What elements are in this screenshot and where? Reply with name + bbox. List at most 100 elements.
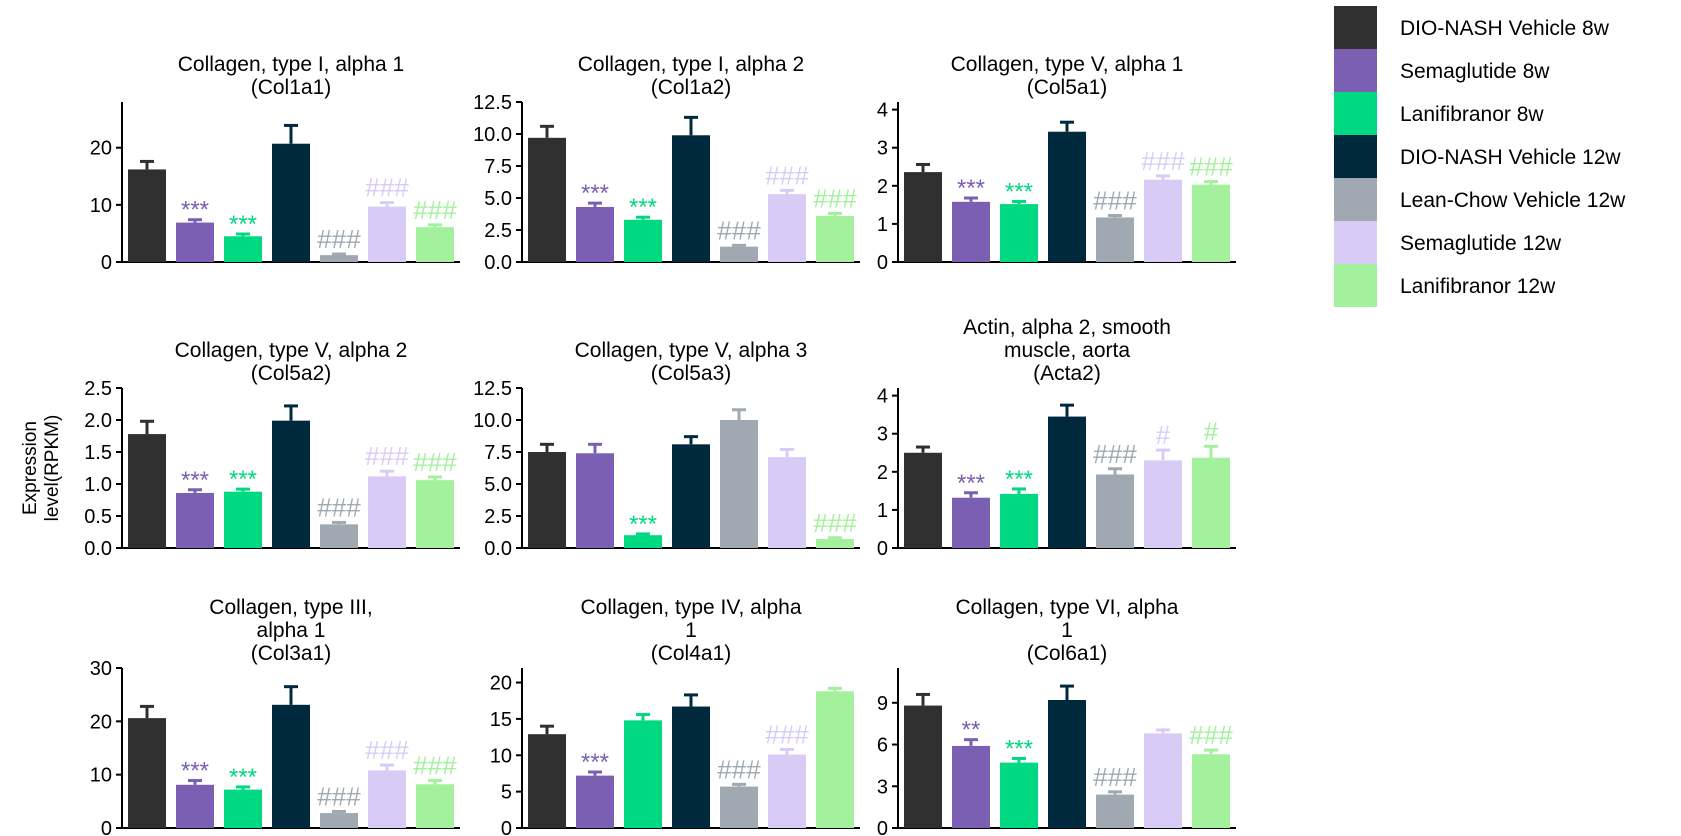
y-tick-label: 3 [877,424,888,446]
significance-annotation: *** [1005,178,1033,205]
bar [1048,416,1086,548]
y-tick-label: 0 [877,538,888,560]
bar [224,789,262,828]
bar [368,206,406,262]
legend-label: DIO-NASH Vehicle 8w [1400,17,1610,40]
panel-5: Actin, alpha 2, smooth muscle, aorta (Acta… [877,316,1236,560]
panel-4: Collagen, type V, alpha 3 (Col5a3) 0.0 2.5 5… [473,339,860,560]
y-tick-label: 3 [877,138,888,160]
significance-annotation: ### [1141,146,1185,176]
bar [1192,184,1230,262]
bar [1144,460,1182,548]
y-tick-label: 2 [877,462,888,484]
bar [128,169,166,262]
bar [1048,700,1086,828]
legend-item: Lanifibranor 8w [1334,92,1544,135]
significance-annotation: ### [1093,762,1137,792]
y-tick-label: 0 [101,818,112,836]
legend-swatch [1334,264,1377,307]
y-tick-label: 7.5 [484,156,512,178]
significance-annotation: ### [717,754,761,784]
significance-annotation: ### [765,719,809,749]
legend-label: Semaglutide 8w [1400,60,1550,83]
bar [528,452,566,548]
y-tick-label: 10 [90,765,112,787]
significance-annotation: ### [413,751,457,781]
significance-annotation: ** [962,717,981,744]
bar [272,420,310,548]
bar [720,786,758,828]
legend-swatch [1334,49,1377,92]
panels: Collagen, type I, alpha 1 (Col1a1)01020**… [84,53,1236,836]
y-tick-label: 12.5 [473,378,512,400]
panel-6: Collagen, type III, alpha 1 (Col3a1) 0 10 20 3… [90,596,460,836]
bar [1096,794,1134,828]
legend-swatch [1334,6,1377,49]
panel-title: Collagen, type I, alpha 1 (Col1a1) [178,53,405,99]
y-tick-label: 2.5 [84,378,112,400]
legend-swatch [1334,221,1377,264]
legend-label: Lanifibranor 12w [1400,275,1556,298]
bar [528,734,566,828]
y-tick-label: 5.0 [484,474,512,496]
significance-annotation: ### [413,195,457,225]
bar [176,784,214,828]
significance-annotation: ### [365,735,409,765]
y-tick-label: 10 [490,745,512,767]
bar [576,453,614,548]
legend-swatch [1334,135,1377,178]
bar [416,227,454,262]
bar [1000,204,1038,262]
bar [128,718,166,828]
significance-annotation: ### [317,492,361,522]
bar [952,745,990,828]
significance-annotation: *** [1005,466,1033,493]
bar [624,535,662,548]
significance-annotation: ### [765,160,809,190]
bar [952,201,990,262]
bar [1000,762,1038,828]
bar [368,476,406,548]
y-tick-label: 0.0 [484,252,512,274]
significance-annotation: ### [813,508,857,538]
y-tick-label: 2.5 [484,506,512,528]
bar [224,491,262,548]
significance-annotation: *** [181,758,209,785]
y-tick-label: 10 [90,195,112,217]
y-tick-label: 1.0 [84,474,112,496]
bar [1048,131,1086,262]
significance-annotation: # [1204,416,1219,446]
y-tick-label: 0 [501,818,512,836]
panel-title: Collagen, type IV, alpha 1 (Col4a1) [580,596,801,665]
bar [128,434,166,548]
panel-title: Collagen, type V, alpha 3 (Col5a3) [575,339,808,385]
bar [1144,179,1182,262]
y-tick-label: 5 [501,782,512,804]
panel-title: Collagen, type V, alpha 2 (Col5a2) [175,339,408,385]
bar [904,452,942,548]
y-tick-label: 0 [877,252,888,274]
significance-annotation: *** [181,197,209,224]
bar [576,775,614,828]
bar [768,457,806,548]
bar [768,194,806,262]
bar [320,524,358,548]
significance-annotation: ### [317,224,361,254]
y-tick-label: 0.0 [484,538,512,560]
legend-item: Semaglutide 12w [1334,221,1562,264]
panel-title: Collagen, type V, alpha 1 (Col5a1) [951,53,1184,99]
bar [1192,457,1230,548]
bar [1144,733,1182,828]
bar [528,137,566,262]
y-tick-label: 20 [90,711,112,733]
legend-item: DIO-NASH Vehicle 8w [1334,6,1610,49]
legend: DIO-NASH Vehicle 8w Semaglutide 8w Lanifib… [1334,6,1626,307]
panel-2: Collagen, type V, alpha 1 (Col5a1) 0 1 2 3 4 **… [877,53,1236,274]
significance-annotation: ### [1093,186,1137,216]
y-tick-label: 9 [877,693,888,715]
bar [1192,754,1230,828]
y-tick-label: 30 [90,658,112,680]
panel-title: Collagen, type VI, alpha 1 (Col6a1) [956,596,1179,665]
y-tick-label: 12.5 [473,92,512,114]
panel-title: Collagen, type I, alpha 2 (Col1a2) [578,53,805,99]
